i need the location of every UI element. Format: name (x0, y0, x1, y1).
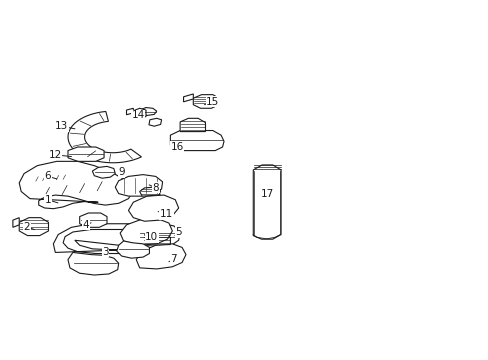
Text: 2: 2 (23, 222, 35, 231)
Polygon shape (19, 161, 133, 209)
Polygon shape (80, 213, 107, 227)
Polygon shape (92, 166, 115, 178)
Polygon shape (183, 94, 193, 102)
Polygon shape (126, 108, 133, 115)
Polygon shape (140, 187, 160, 196)
Polygon shape (149, 118, 161, 126)
Polygon shape (253, 165, 281, 239)
Polygon shape (128, 195, 178, 221)
Polygon shape (53, 224, 159, 253)
Text: 16: 16 (170, 142, 183, 152)
Text: 7: 7 (168, 254, 177, 264)
Polygon shape (133, 108, 146, 119)
Text: 8: 8 (149, 183, 159, 193)
Polygon shape (68, 147, 104, 161)
Polygon shape (68, 252, 119, 275)
Text: 10: 10 (144, 232, 158, 242)
Polygon shape (136, 244, 185, 269)
Polygon shape (32, 164, 66, 184)
Polygon shape (19, 218, 48, 235)
Polygon shape (136, 224, 180, 247)
Text: 4: 4 (82, 220, 91, 230)
Text: 17: 17 (261, 189, 274, 199)
Polygon shape (117, 241, 149, 258)
Text: 14: 14 (131, 111, 144, 121)
Polygon shape (120, 219, 172, 245)
Text: 12: 12 (49, 150, 71, 160)
Polygon shape (68, 112, 141, 163)
Text: 1: 1 (44, 195, 58, 205)
Polygon shape (143, 233, 170, 245)
Text: 5: 5 (174, 227, 182, 237)
Text: 3: 3 (102, 247, 109, 257)
Polygon shape (180, 118, 205, 132)
Polygon shape (140, 108, 157, 116)
Text: 6: 6 (44, 171, 57, 181)
Polygon shape (115, 175, 162, 196)
Text: 13: 13 (55, 121, 75, 131)
Text: 15: 15 (204, 97, 219, 107)
Polygon shape (193, 95, 219, 108)
Text: 11: 11 (158, 209, 173, 219)
Text: 9: 9 (118, 167, 124, 177)
Polygon shape (170, 131, 224, 150)
Polygon shape (13, 218, 19, 227)
